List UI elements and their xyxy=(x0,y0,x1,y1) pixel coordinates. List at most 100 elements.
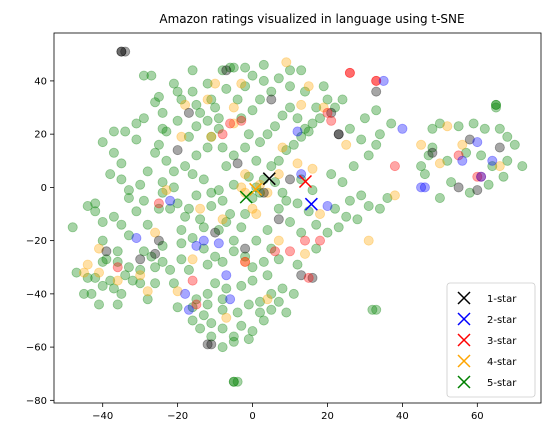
5-star-point-16 xyxy=(138,113,149,124)
5-star-point-33 xyxy=(116,219,127,230)
5-star-point-222 xyxy=(464,187,475,198)
5-star-point-156 xyxy=(307,118,318,129)
4-star-point-25 xyxy=(277,142,288,153)
5-star-point-27 xyxy=(108,211,119,222)
x-tick-label: 40 xyxy=(396,411,409,422)
x-axis: −40 −20 0 20 40 60 xyxy=(92,403,484,422)
1-star-point-14 xyxy=(210,227,221,238)
5-star-point-227 xyxy=(490,102,501,113)
3-star-point-13 xyxy=(322,107,333,118)
1-star-point-27 xyxy=(101,246,112,257)
5-star-point-162 xyxy=(318,81,329,92)
5-star-point-59 xyxy=(165,203,176,214)
5-star-point-268 xyxy=(213,185,224,196)
5-star-point-172 xyxy=(269,121,280,132)
5-star-point-130 xyxy=(228,336,239,347)
5-star-point-94 xyxy=(213,224,224,235)
5-star-point-25 xyxy=(138,195,149,206)
5-star-point-233 xyxy=(153,203,164,214)
5-star-point-8 xyxy=(296,65,307,76)
5-star-point-3 xyxy=(225,62,236,73)
5-star-point-51 xyxy=(112,256,123,267)
5-star-point-234 xyxy=(142,219,153,230)
5-star-point-224 xyxy=(502,155,513,166)
5-star-point-101 xyxy=(228,246,239,257)
5-star-point-163 xyxy=(299,86,310,97)
4-star-point-22 xyxy=(210,78,221,89)
1-star-point-22 xyxy=(494,142,505,153)
4-star-point-34 xyxy=(314,208,325,219)
2-star-point-4 xyxy=(378,75,389,86)
legend-label: 5-star xyxy=(487,378,517,389)
4-star-point-38 xyxy=(299,248,310,259)
5-star-point-85 xyxy=(187,169,198,180)
5-star-point-209 xyxy=(494,123,505,134)
1-star-point-25 xyxy=(153,235,164,246)
5-star-point-1 xyxy=(146,70,157,81)
1-star-point-17 xyxy=(284,174,295,185)
5-star-point-74 xyxy=(176,94,187,105)
5-star-point-78 xyxy=(213,113,224,124)
4-star-point-28 xyxy=(494,161,505,172)
5-star-point-43 xyxy=(142,294,153,305)
5-star-point-183 xyxy=(341,211,352,222)
2-star-point-14 xyxy=(221,270,232,281)
5-star-point-214 xyxy=(487,161,498,172)
legend-label: 3-star xyxy=(487,336,517,347)
x-tick-label: 0 xyxy=(249,411,255,422)
legend: 1-star 2-star 3-star 4-star 5-star xyxy=(446,282,536,398)
5-star-point-52 xyxy=(101,254,112,265)
5-star-point-128 xyxy=(206,331,217,342)
1-star-point-28 xyxy=(266,94,277,105)
5-star-point-92 xyxy=(217,195,228,206)
5-star-point-166 xyxy=(254,94,265,105)
3-star-point-22 xyxy=(299,235,310,246)
5-star-point-152 xyxy=(281,145,292,156)
5-star-point-265 xyxy=(131,118,142,129)
5-star-point-40 xyxy=(146,251,157,262)
3-star-point-14 xyxy=(326,115,337,126)
1-star-point-5 xyxy=(307,272,318,283)
5-star-point-113 xyxy=(191,294,202,305)
5-star-point-270 xyxy=(281,195,292,206)
1-star-point-24 xyxy=(258,187,269,198)
5-star-point-39 xyxy=(123,262,134,273)
5-star-point-73 xyxy=(191,99,202,110)
5-star-point-238 xyxy=(90,272,101,283)
5-star-point-161 xyxy=(337,94,348,105)
5-star-point-137 xyxy=(288,288,299,299)
5-star-point-220 xyxy=(434,192,445,203)
5-star-point-108 xyxy=(247,275,258,286)
5-star-point-37 xyxy=(127,275,138,286)
x-tick-label: 60 xyxy=(471,411,484,422)
1-star-point-8 xyxy=(333,129,344,140)
5-star-point-42 xyxy=(150,262,161,273)
5-star-point-210 xyxy=(502,131,513,142)
5-star-point-175 xyxy=(292,113,303,124)
5-star-point-71 xyxy=(202,115,213,126)
5-star-point-4 xyxy=(228,62,239,73)
y-tick-label: 20 xyxy=(34,130,47,141)
y-tick-label: −80 xyxy=(26,396,47,407)
4-star-point-21 xyxy=(202,94,213,105)
5-star-point-177 xyxy=(277,187,288,198)
4-star-point-29 xyxy=(389,190,400,201)
5-star-point-139 xyxy=(228,376,239,387)
5-star-point-243 xyxy=(183,264,194,275)
5-star-point-269 xyxy=(269,177,280,188)
5-star-point-254 xyxy=(296,174,307,185)
5-star-point-12 xyxy=(168,78,179,89)
5-star-point-121 xyxy=(258,315,269,326)
4-star-point-0 xyxy=(79,267,90,278)
5-star-point-216 xyxy=(461,147,472,158)
5-star-point-226 xyxy=(490,99,501,110)
5-star-point-155 xyxy=(303,126,314,137)
5-star-point-99 xyxy=(202,259,213,270)
5-star-point-195 xyxy=(371,139,382,150)
3-star-point-18 xyxy=(112,262,123,273)
2-star-point-12 xyxy=(165,195,176,206)
1-star-point-3 xyxy=(202,339,213,350)
4-star-point-32 xyxy=(142,286,153,297)
4-star-point-17 xyxy=(262,187,273,198)
5-star-point-164 xyxy=(284,81,295,92)
